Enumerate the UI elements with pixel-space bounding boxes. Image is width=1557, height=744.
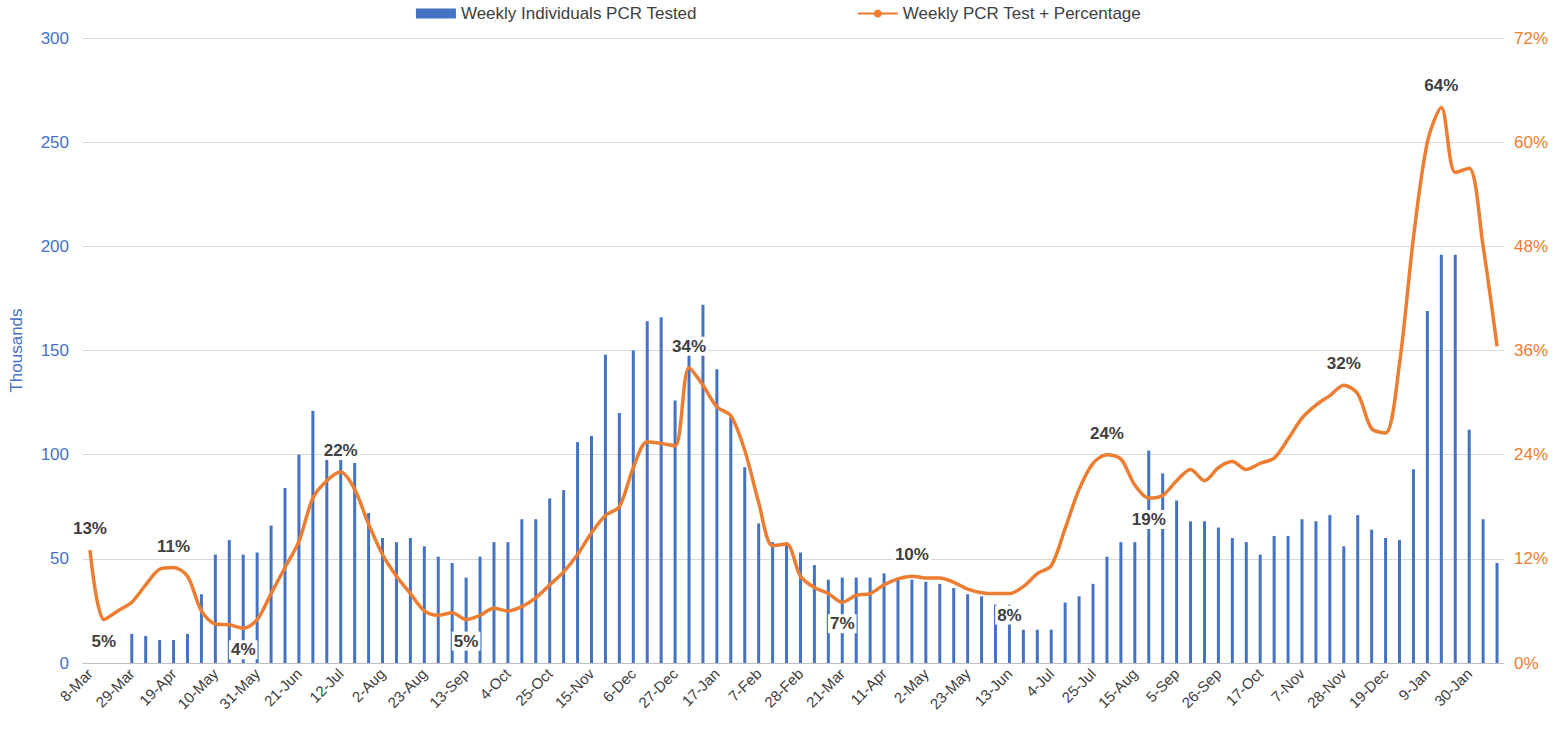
svg-text:4%: 4% <box>231 640 256 659</box>
svg-text:50: 50 <box>50 549 69 568</box>
svg-text:2-May: 2-May <box>890 665 932 707</box>
svg-text:13-Sep: 13-Sep <box>426 665 472 711</box>
svg-text:Thousands: Thousands <box>7 308 26 392</box>
svg-text:12-Jul: 12-Jul <box>306 665 347 706</box>
svg-text:4-Oct: 4-Oct <box>476 664 515 703</box>
svg-text:250: 250 <box>41 133 69 152</box>
svg-text:36%: 36% <box>1514 341 1548 360</box>
svg-text:0: 0 <box>60 654 69 673</box>
svg-text:15-Nov: 15-Nov <box>551 665 598 712</box>
svg-text:0%: 0% <box>1514 654 1539 673</box>
svg-text:22%: 22% <box>324 441 358 460</box>
svg-text:2-Aug: 2-Aug <box>348 665 388 705</box>
svg-text:Weekly Individuals PCR Tested: Weekly Individuals PCR Tested <box>461 4 697 23</box>
svg-text:25-Oct: 25-Oct <box>512 664 556 708</box>
svg-text:32%: 32% <box>1327 354 1361 373</box>
svg-text:100: 100 <box>41 445 69 464</box>
svg-text:23-Aug: 23-Aug <box>384 665 430 711</box>
svg-text:60%: 60% <box>1514 133 1548 152</box>
svg-text:29-Mar: 29-Mar <box>92 665 138 711</box>
svg-text:7-Feb: 7-Feb <box>725 665 765 705</box>
svg-text:5%: 5% <box>92 632 117 651</box>
svg-text:21-Mar: 21-Mar <box>803 665 849 711</box>
svg-text:64%: 64% <box>1424 76 1458 95</box>
svg-text:24%: 24% <box>1090 424 1124 443</box>
svg-text:8%: 8% <box>997 606 1022 625</box>
svg-text:13%: 13% <box>73 519 107 538</box>
svg-text:26-Sep: 26-Sep <box>1178 665 1224 711</box>
svg-text:19-Apr: 19-Apr <box>136 665 180 709</box>
svg-text:7%: 7% <box>830 614 855 633</box>
svg-text:28-Feb: 28-Feb <box>761 665 807 711</box>
svg-text:34%: 34% <box>672 337 706 356</box>
svg-text:6-Dec: 6-Dec <box>599 665 640 706</box>
svg-text:15-Aug: 15-Aug <box>1095 665 1141 711</box>
svg-text:10%: 10% <box>895 545 929 564</box>
svg-text:300: 300 <box>41 29 69 48</box>
svg-text:23-May: 23-May <box>926 665 974 713</box>
svg-text:9-Jan: 9-Jan <box>1395 665 1434 704</box>
svg-text:4-Jul: 4-Jul <box>1022 665 1057 700</box>
svg-text:5%: 5% <box>454 632 479 651</box>
svg-text:17-Jan: 17-Jan <box>678 665 722 709</box>
svg-text:31-May: 31-May <box>216 665 264 713</box>
svg-text:11%: 11% <box>157 537 190 556</box>
svg-text:30-Jan: 30-Jan <box>1431 665 1475 709</box>
svg-text:25-Jul: 25-Jul <box>1058 665 1099 706</box>
svg-text:10-May: 10-May <box>174 665 222 713</box>
svg-text:11-Apr: 11-Apr <box>847 665 890 708</box>
svg-text:200: 200 <box>41 237 69 256</box>
svg-text:8-Mar: 8-Mar <box>56 665 96 705</box>
svg-text:28-Nov: 28-Nov <box>1304 665 1351 712</box>
svg-text:17-Oct: 17-Oct <box>1222 664 1266 708</box>
svg-text:19%: 19% <box>1132 510 1166 529</box>
svg-text:21-Jun: 21-Jun <box>261 665 305 709</box>
svg-text:150: 150 <box>41 341 69 360</box>
svg-text:24%: 24% <box>1514 445 1548 464</box>
svg-text:5-Sep: 5-Sep <box>1142 665 1182 705</box>
svg-text:72%: 72% <box>1514 29 1548 48</box>
svg-text:7-Nov: 7-Nov <box>1267 665 1308 706</box>
svg-text:13-Jun: 13-Jun <box>971 665 1015 709</box>
svg-text:48%: 48% <box>1514 237 1548 256</box>
svg-text:Weekly PCR Test + Percentage: Weekly PCR Test + Percentage <box>903 4 1141 23</box>
svg-text:12%: 12% <box>1514 549 1548 568</box>
svg-text:27-Dec: 27-Dec <box>635 665 682 712</box>
svg-text:19-Dec: 19-Dec <box>1345 665 1392 712</box>
